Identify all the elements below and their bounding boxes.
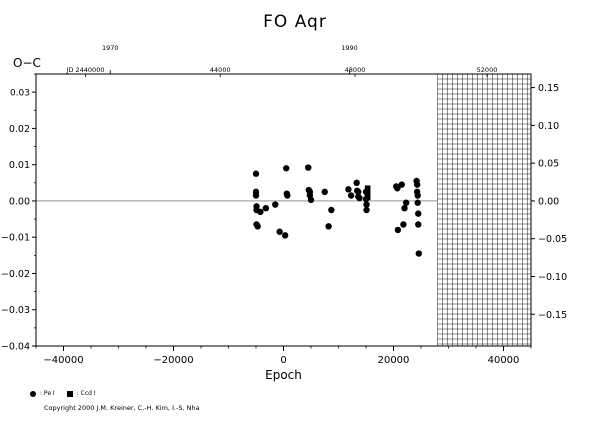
ccd-point	[364, 190, 371, 197]
jd-label: 44000	[210, 66, 231, 74]
y-tick-label: −0.02	[1, 269, 30, 280]
y-tick-label: 0.03	[10, 89, 30, 99]
pe-point	[321, 188, 328, 196]
jd-label: 48000	[345, 66, 366, 74]
y-tick-label: 0.01	[9, 160, 30, 171]
pe-point	[415, 250, 422, 257]
x-axis-label: Epoch	[265, 368, 302, 382]
pe-point	[276, 228, 283, 235]
pe-point	[355, 188, 362, 196]
y2-tick-label: 0.10	[538, 121, 559, 132]
year-label: 1990	[341, 44, 358, 52]
pe-point	[356, 194, 363, 202]
ccd-point	[364, 185, 371, 192]
pe-point	[252, 192, 260, 199]
y-axis-label: O−C	[13, 56, 41, 70]
pe-point	[307, 196, 315, 204]
legend-secondary-label: : Ccd I	[76, 390, 96, 397]
y2-tick-label: −0.05	[538, 234, 567, 245]
pe-point	[414, 199, 421, 206]
y2-tick-label: −0.10	[538, 272, 567, 283]
pe-point	[262, 204, 270, 212]
legend-square-marker	[66, 390, 73, 397]
y-tick-label: 0.00	[9, 196, 30, 207]
y2-tick-label: 0.05	[538, 159, 559, 170]
pe-point	[402, 199, 410, 206]
y2-tick-label: 0.15	[538, 83, 559, 94]
pe-point	[415, 221, 422, 228]
pe-point	[328, 206, 335, 214]
x-tick-label: 0	[280, 355, 286, 366]
ccd-point	[364, 194, 371, 201]
jd-label: 52000	[477, 66, 498, 74]
chart-title: FO Aqr	[263, 12, 327, 32]
pe-point	[401, 204, 408, 212]
y-tick-label: 0.02	[9, 124, 30, 135]
plot-frame	[35, 73, 532, 347]
pe-point	[257, 208, 264, 216]
pe-point	[272, 201, 279, 208]
x-tick-label: 20000	[378, 355, 410, 366]
y-tick-label: −0.03	[1, 305, 30, 316]
copyright-notice: Copyright 2000 J.M. Kreiner, C.-H. Kim, …	[44, 404, 200, 412]
pe-point	[325, 223, 332, 230]
pe-point	[353, 179, 360, 186]
pe-point	[398, 181, 405, 188]
x-tick-label: −40000	[43, 355, 83, 366]
pe-point	[252, 170, 260, 177]
legend: : Pe I : Ccd I	[30, 390, 96, 397]
pe-point	[363, 201, 370, 208]
pe-point	[284, 192, 291, 199]
pe-point	[415, 210, 422, 217]
pe-point	[400, 221, 407, 228]
x-tick-label: −20000	[153, 355, 193, 366]
pe-point	[363, 206, 370, 214]
pe-point	[345, 186, 352, 193]
jd-label: JD 2440000	[66, 66, 105, 74]
pe-point	[254, 223, 261, 230]
pe-point	[283, 165, 290, 172]
y-tick-label: −0.04	[1, 342, 30, 353]
pe-point	[414, 192, 421, 199]
y-tick-label: −0.01	[1, 233, 30, 244]
y2-tick-label: 0.00	[538, 196, 559, 207]
year-label: 1970	[102, 44, 119, 52]
pe-point	[281, 232, 289, 239]
pe-point	[394, 185, 401, 192]
pe-point	[305, 164, 312, 171]
legend-primary-label: : Pe I	[40, 390, 55, 397]
y2-tick-label: −0.15	[538, 310, 567, 321]
pe-point	[347, 192, 355, 199]
legend-circle-marker	[30, 390, 36, 397]
pe-point	[394, 226, 402, 234]
pe-point	[413, 181, 421, 188]
x-tick-label: 40000	[488, 355, 520, 366]
